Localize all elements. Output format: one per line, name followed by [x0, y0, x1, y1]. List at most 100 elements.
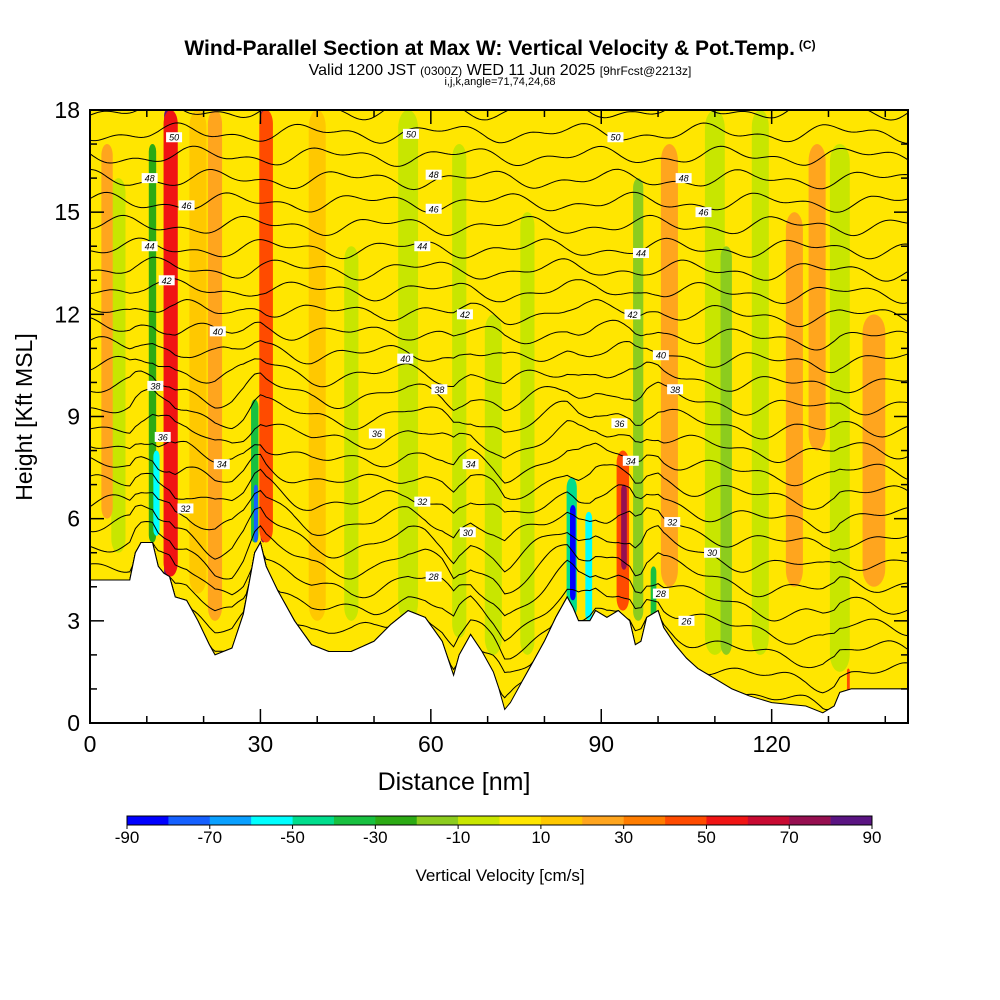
contour-label-bg	[158, 275, 175, 286]
contour-label-bg	[675, 173, 692, 184]
theta-contour	[90, 541, 908, 645]
velocity-cell	[621, 484, 627, 570]
theta-contour	[90, 541, 908, 669]
colorbar-swatch	[830, 816, 873, 825]
velocity-cell	[570, 505, 576, 601]
contour-label-bg	[704, 547, 721, 558]
colorbar-tick-label: -70	[197, 828, 222, 847]
forecast-info: [9hrFcst@2213z]	[599, 64, 692, 78]
velocity-cell	[344, 246, 359, 621]
contour-label-bg	[141, 173, 158, 184]
contour-label: 38	[434, 385, 444, 395]
contour-label-bg	[652, 588, 669, 599]
colorbar-swatch	[127, 816, 169, 825]
velocity-cell	[484, 314, 502, 655]
theta-contour	[90, 468, 908, 534]
contour-label-bg	[695, 207, 712, 218]
contour-label: 42	[162, 276, 172, 286]
contour-label: 46	[698, 208, 708, 218]
contour-label: 32	[417, 497, 427, 507]
terrain-mask	[89, 541, 909, 724]
theta-contour	[90, 489, 908, 552]
contour-label-bg	[622, 455, 639, 466]
colorbar-tick-label: -90	[115, 828, 140, 847]
velocity-cell	[520, 212, 535, 655]
velocity-cell	[101, 144, 113, 519]
colorbar-tick-label: 30	[614, 828, 633, 847]
contour-label: 44	[417, 242, 427, 252]
theta-contour	[90, 370, 908, 416]
contour-label-bg	[624, 309, 641, 320]
colorbar-swatch	[458, 816, 500, 825]
velocity-cell	[452, 144, 467, 638]
title-text: Wind-Parallel Section at Max W: Vertical…	[184, 37, 795, 60]
theta-contour	[90, 298, 908, 328]
x-tick-label: 120	[752, 731, 790, 757]
contour-label-bg	[456, 309, 473, 320]
valid-date: WED 11 Jun 2025	[466, 62, 596, 79]
colorbar-swatch	[582, 816, 624, 825]
contour-label-bg	[607, 132, 624, 143]
contour-label: 32	[667, 518, 677, 528]
velocity-cell	[207, 110, 223, 621]
velocity-cell	[862, 314, 886, 587]
contour-label-bg	[414, 496, 431, 507]
theta-contour	[90, 413, 908, 464]
contour-label-bg	[154, 431, 171, 442]
colorbar-swatch	[333, 816, 376, 825]
contour-label-bg	[652, 350, 669, 361]
contour-label: 32	[180, 504, 190, 514]
contour-label: 48	[679, 174, 689, 184]
contour-label-bg	[178, 200, 195, 211]
theta-contour	[90, 453, 908, 510]
theta-contour	[90, 191, 908, 214]
contour-label-bg	[425, 203, 442, 214]
velocity-cell	[189, 110, 207, 594]
y-tick-label: 6	[67, 506, 80, 532]
colorbar-swatch	[251, 816, 293, 825]
valid-utc: (0300Z)	[420, 64, 463, 78]
velocity-cell	[585, 511, 593, 621]
theta-contour	[90, 317, 908, 351]
contour-label: 26	[680, 616, 691, 626]
theta-contour	[90, 504, 908, 573]
colorbar-swatch	[747, 816, 790, 825]
contour-label-bg	[368, 428, 385, 439]
contour-label-bg	[611, 418, 628, 429]
x-axis-label: Distance [nm]	[378, 768, 531, 796]
contour-label-bg	[459, 527, 476, 538]
colorbar-tick-label: 90	[863, 828, 882, 847]
theta-contour	[90, 355, 908, 394]
x-tick-label: 0	[84, 731, 97, 757]
contour-label: 46	[429, 204, 439, 214]
contour-label: 48	[145, 174, 155, 184]
velocity-cell	[308, 110, 326, 621]
velocity-cell	[829, 144, 850, 672]
chart-title: Wind-Parallel Section at Max W: Vertical…	[0, 37, 1000, 61]
contour-label-bg	[166, 132, 183, 143]
contour-label: 40	[213, 327, 223, 337]
contour-label: 30	[463, 528, 473, 538]
y-tick-label: 18	[54, 97, 80, 123]
colorbar-swatch	[706, 816, 749, 825]
contour-label: 34	[217, 460, 227, 470]
contour-label: 42	[627, 310, 637, 320]
contour-label-bg	[425, 169, 442, 180]
colorbar-tick-label: 10	[531, 828, 550, 847]
contour-label-bg	[141, 241, 158, 252]
contour-label: 50	[169, 133, 179, 143]
colorbar-tick-label: -10	[446, 828, 471, 847]
theta-contour	[90, 237, 908, 260]
y-tick-label: 0	[67, 710, 80, 736]
colorbar-tick-label: -30	[363, 828, 388, 847]
colorbar-swatch	[540, 816, 583, 825]
colorbar-frame	[126, 815, 873, 826]
theta-contour	[90, 388, 908, 440]
contour-label-bg	[147, 380, 164, 391]
contour-label-bg	[397, 353, 414, 364]
contour-label-bg	[209, 326, 226, 337]
y-tick-label: 9	[67, 404, 80, 430]
velocity-cell	[751, 110, 769, 655]
